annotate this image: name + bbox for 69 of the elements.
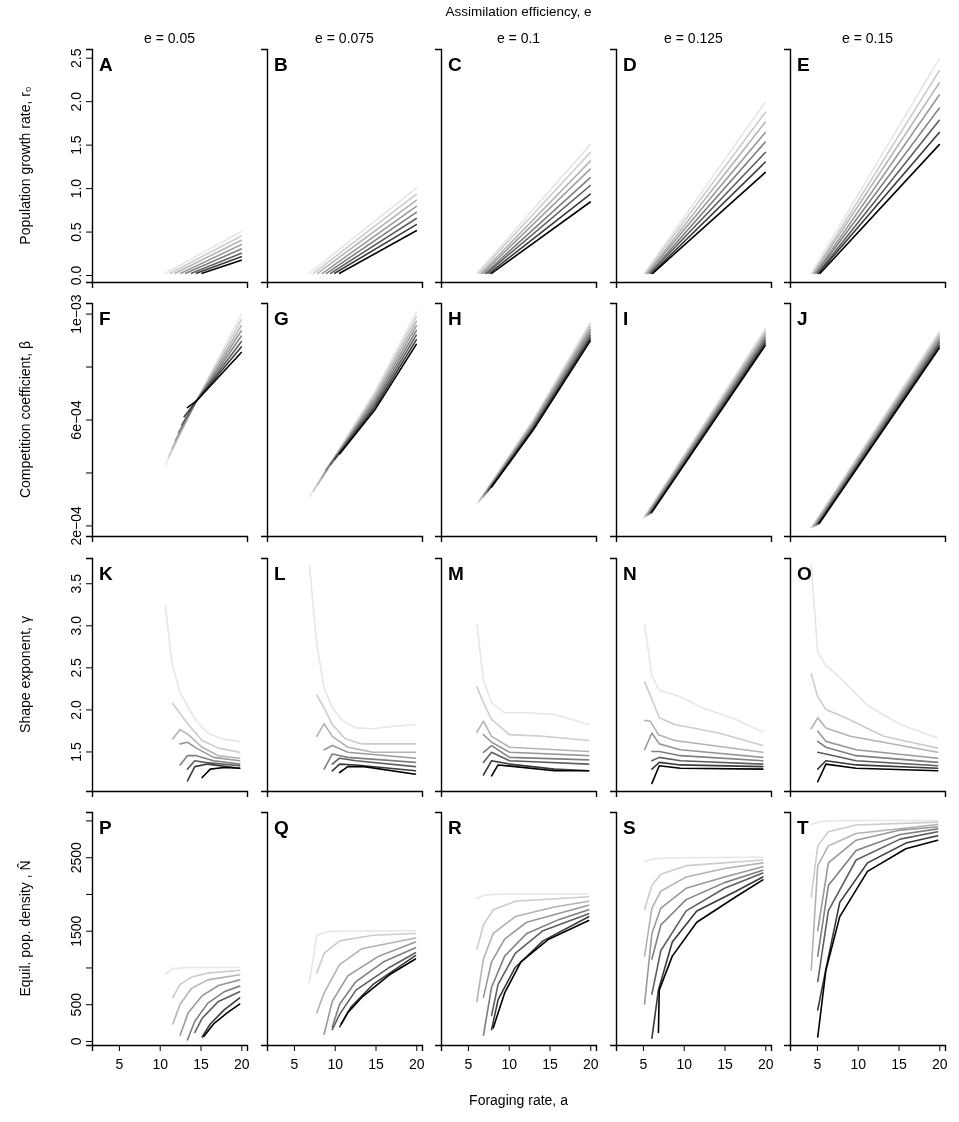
y-tick-label: 2.0: [68, 91, 84, 112]
x-tick-label: 10: [675, 1056, 692, 1073]
x-tick-label: 10: [326, 1056, 343, 1073]
chart-subtitle: e = 0.05: [144, 30, 196, 46]
annotation: D: [622, 54, 637, 75]
x-tick-label: 20: [234, 1056, 250, 1073]
annotation: Q: [273, 816, 289, 838]
annotation: F: [99, 308, 111, 330]
annotation: H: [448, 308, 462, 330]
y-tick-label: 3.0: [68, 615, 84, 636]
x-tick-label: 15: [716, 1056, 733, 1073]
x-tick-label: 20: [932, 1056, 948, 1073]
annotation: R: [448, 816, 462, 838]
x-tick-label: 15: [542, 1056, 558, 1073]
y-tick-label: 0: [68, 1037, 84, 1046]
y-axis-title: Competition coefficient, β: [17, 341, 33, 499]
x-tick-label: 20: [408, 1056, 425, 1073]
x-tick-label: 15: [367, 1056, 384, 1073]
y-tick-label: 2.5: [68, 657, 84, 678]
y-tick-label: 2.0: [68, 699, 84, 720]
chart-subtitle: e = 0.15: [842, 30, 894, 46]
x-axis-title: Foraging rate, a: [469, 1091, 569, 1108]
y-tick-label: 1500: [68, 915, 84, 947]
y-axis-title: Shape exponent, γ: [17, 615, 33, 733]
chart-subtitle: e = 0.075: [314, 30, 374, 46]
annotation: P: [99, 816, 112, 838]
chart-subtitle: e = 0.1: [496, 30, 541, 46]
y-tick-label: 2.5: [68, 48, 84, 68]
x-tick-label: 15: [891, 1056, 907, 1073]
x-tick-label: 5: [813, 1056, 822, 1073]
y-tick-label: 0.5: [68, 222, 84, 242]
y-tick-label: 1e−03: [68, 294, 84, 335]
annotation: O: [797, 562, 812, 584]
x-tick-label: 10: [850, 1056, 867, 1073]
annotation: M: [448, 562, 464, 584]
x-tick-label: 5: [639, 1056, 648, 1073]
x-tick-label: 15: [193, 1056, 209, 1073]
y-tick-label: 1.5: [68, 135, 84, 155]
annotation: T: [797, 816, 809, 838]
y-axis-title: Population growth rate, r₀: [17, 86, 33, 245]
x-tick-label: 20: [757, 1056, 774, 1073]
chart-subtitle: e = 0.125: [663, 30, 723, 46]
x-tick-label: 10: [501, 1056, 518, 1073]
chart-title: Assimilation efficiency, e: [445, 4, 592, 19]
annotation: E: [797, 54, 810, 75]
y-axis-title: Equil. pop. density , N̂: [16, 860, 33, 997]
annotation: I: [622, 308, 628, 330]
annotation: C: [448, 54, 462, 75]
annotation: J: [797, 308, 808, 330]
y-tick-label: 500: [68, 992, 84, 1017]
y-tick-label: 1.0: [68, 178, 84, 199]
y-tick-label: 2e−04: [68, 506, 84, 546]
annotation: B: [273, 54, 288, 75]
annotation: N: [622, 562, 637, 584]
annotation: A: [99, 54, 113, 75]
x-tick-label: 5: [115, 1056, 124, 1073]
x-tick-label: 10: [152, 1056, 169, 1073]
x-tick-label: 20: [583, 1056, 599, 1073]
annotation: K: [99, 562, 113, 584]
annotation: L: [273, 562, 286, 584]
annotation: S: [622, 816, 636, 838]
y-tick-label: 2500: [68, 841, 84, 874]
y-tick-label: 0.0: [68, 265, 84, 286]
y-tick-label: 1.5: [68, 741, 84, 762]
x-tick-label: 5: [464, 1056, 473, 1073]
y-tick-label: 3.5: [68, 573, 84, 594]
y-tick-label: 6e−04: [68, 400, 84, 440]
x-tick-label: 5: [290, 1056, 299, 1073]
annotation: G: [273, 308, 289, 330]
